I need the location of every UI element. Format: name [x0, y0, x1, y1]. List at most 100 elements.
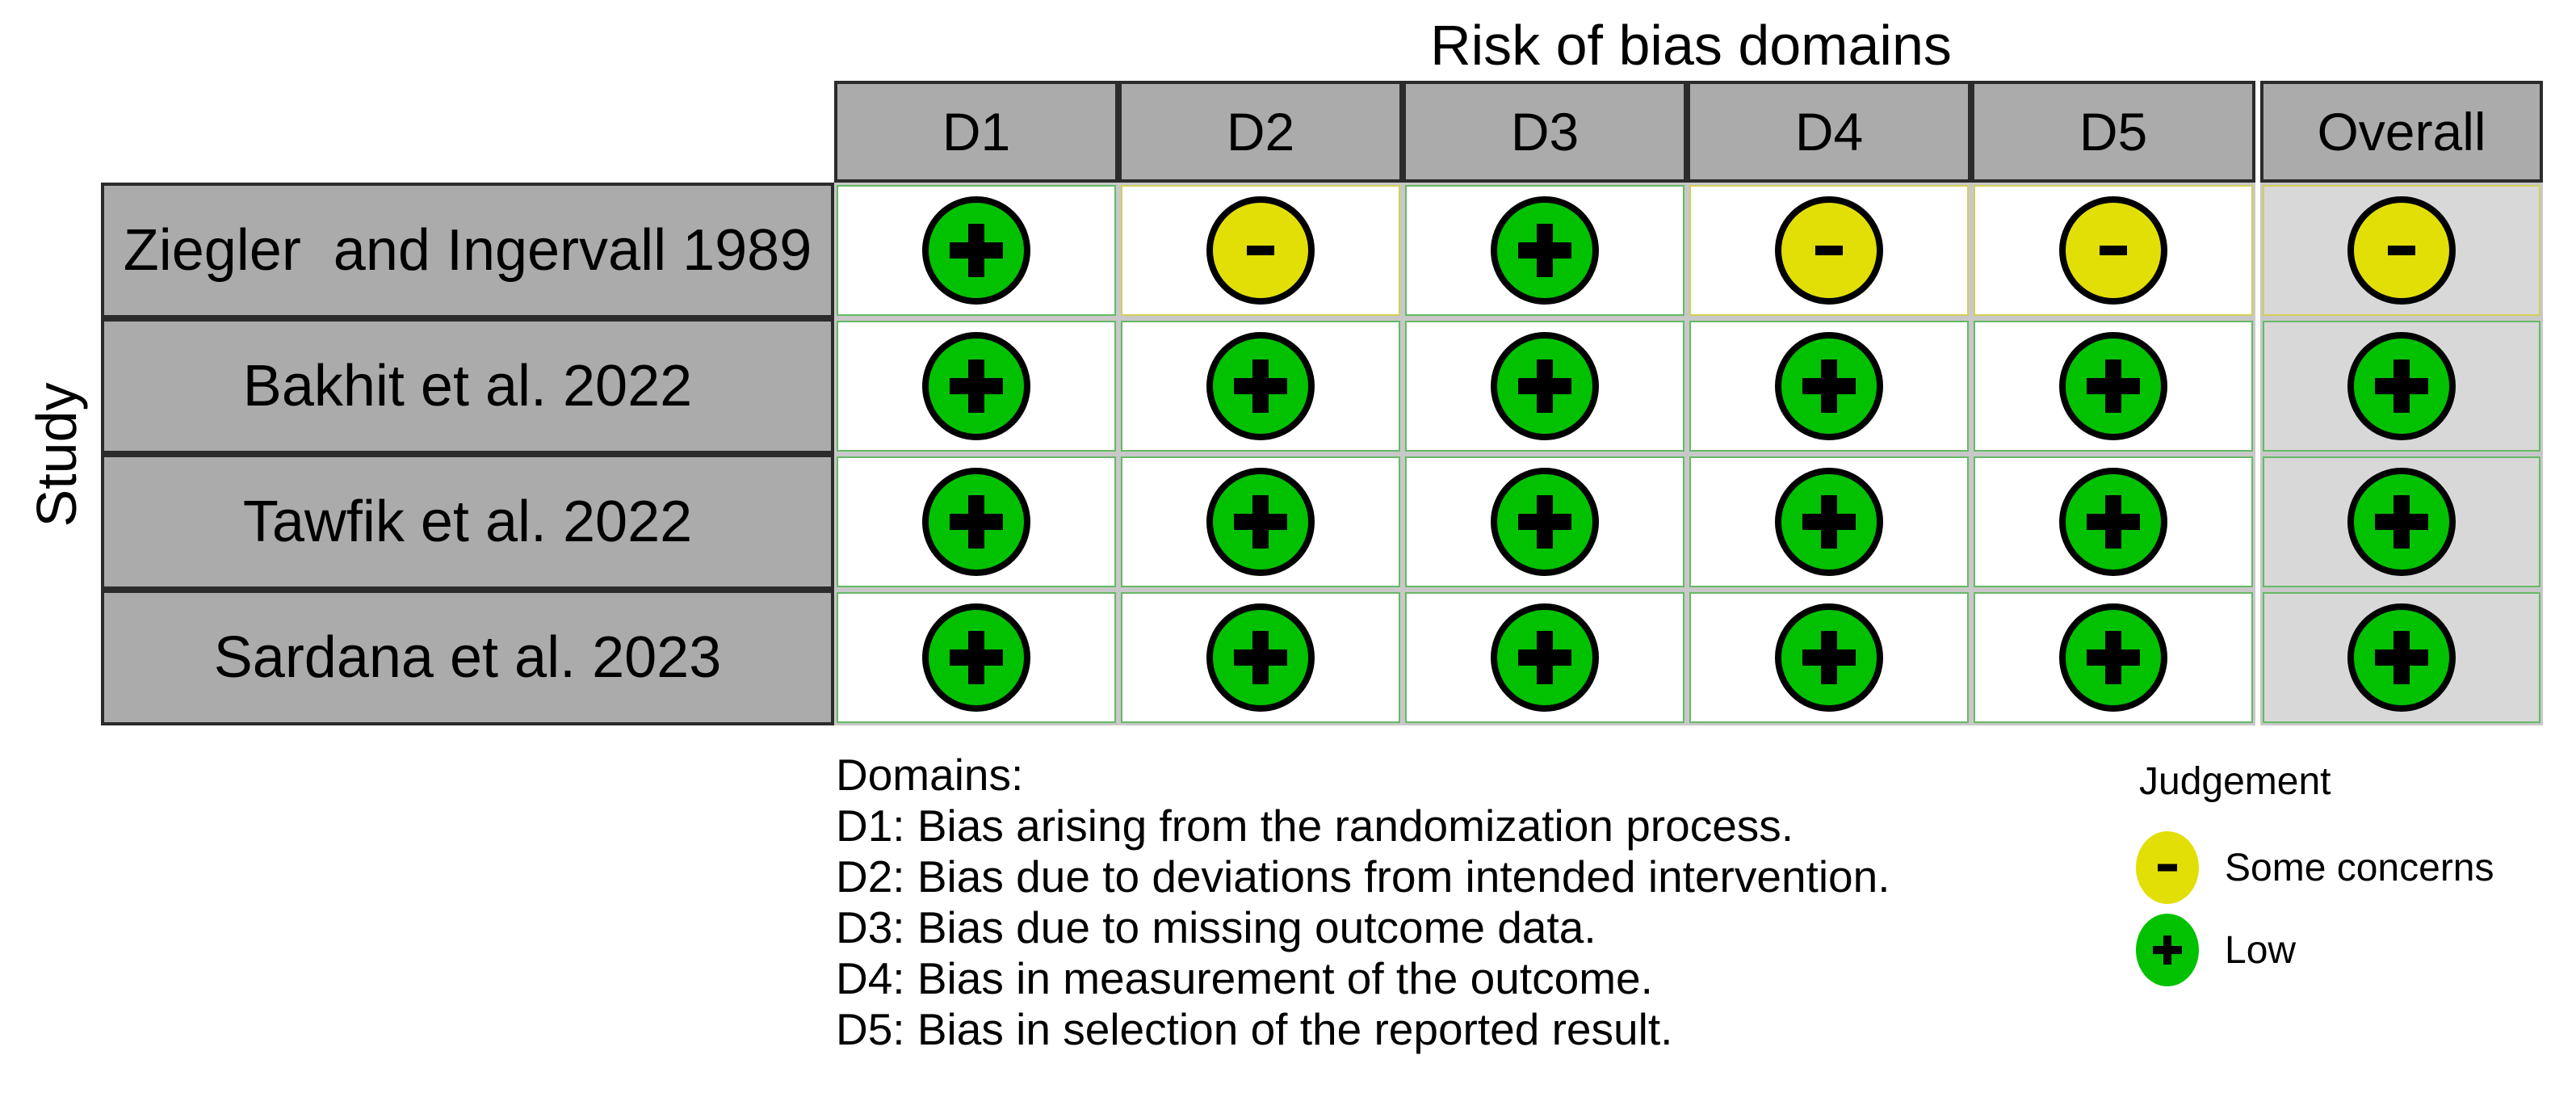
plus-symbol-icon	[2066, 610, 2161, 705]
rob-cell	[1403, 454, 1687, 590]
plus-symbol-icon	[1213, 610, 1308, 705]
legend-items: Some concerns Low	[2136, 826, 2494, 991]
plus-symbol-icon	[1497, 610, 1592, 705]
plus-symbol-icon	[2066, 338, 2161, 434]
column-header-overall: Overall	[2260, 81, 2543, 183]
plus-symbol-icon	[1213, 474, 1308, 570]
rob-cell	[1971, 590, 2255, 725]
study-axis-label: Study	[25, 382, 88, 528]
minus-symbol-icon	[1781, 203, 1877, 298]
judgement-low-icon	[2059, 332, 2167, 440]
plus-symbol-icon	[929, 474, 1024, 570]
judgement-low-icon	[922, 196, 1030, 305]
footnote-line: D1: Bias arising from the randomization …	[836, 801, 1794, 851]
judgement-low-icon	[922, 603, 1030, 712]
figure-title: Risk of bias domains	[1430, 14, 1952, 77]
judgement-low-icon	[1775, 332, 1883, 440]
rob-cell	[2260, 454, 2543, 590]
study-label: Ziegler and Ingervall 1989	[101, 183, 834, 318]
rob-cell	[834, 318, 1118, 454]
rob-cell	[1118, 318, 1403, 454]
plus-symbol-icon	[1497, 338, 1592, 434]
rob-cell	[1403, 318, 1687, 454]
plus-symbol-icon	[2354, 610, 2449, 705]
judgement-low-icon	[1491, 332, 1599, 440]
minus-symbol-icon	[2066, 203, 2161, 298]
judgement-low-icon	[2347, 603, 2456, 712]
judgement-low-icon	[1491, 196, 1599, 305]
judgement-some-concerns-icon	[1775, 196, 1883, 305]
footnote-line: D2: Bias due to deviations from intended…	[836, 851, 1890, 902]
plus-symbol-icon	[1497, 474, 1592, 570]
legend-item-low: Low	[2136, 909, 2494, 991]
plus-symbol-icon	[1213, 338, 1308, 434]
rob-table: D1 D2 D3 D4 D5 Overall Ziegler and Ingervall 1…	[101, 81, 2543, 725]
judgement-some-concerns-icon	[2347, 196, 2456, 305]
study-label: Tawfik et al. 2022	[101, 454, 834, 590]
judgement-low-icon	[922, 332, 1030, 440]
judgement-low-icon	[922, 468, 1030, 576]
judgement-some-concerns-icon	[1206, 196, 1315, 305]
rob-cell	[1118, 183, 1403, 318]
plus-symbol-icon	[1781, 474, 1877, 570]
footnotes: Domains: D1: Bias arising from the rando…	[836, 750, 1890, 1055]
legend-item-label: Some concerns	[2225, 846, 2494, 889]
judgement-low-icon	[2347, 468, 2456, 576]
rob-cell	[1687, 318, 1971, 454]
plus-symbol-icon	[1781, 338, 1877, 434]
column-header-d4: D4	[1687, 81, 1971, 183]
rob-cell	[1118, 590, 1403, 725]
rob-cell	[2260, 590, 2543, 725]
rob-cell	[834, 590, 1118, 725]
plus-symbol-icon	[1781, 610, 1877, 705]
plus-symbol-icon	[2136, 914, 2199, 986]
legend: Judgement Some concerns Low	[2136, 759, 2494, 991]
plus-symbol-icon	[2066, 474, 2161, 570]
legend-item-label: Low	[2225, 928, 2297, 972]
judgement-some-concerns-icon	[2136, 831, 2199, 904]
column-header-d5: D5	[1971, 81, 2255, 183]
legend-title: Judgement	[2139, 760, 2331, 803]
rob-cell	[1118, 454, 1403, 590]
footnote-line: D4: Bias in measurement of the outcome.	[836, 953, 1653, 1003]
plus-symbol-icon	[929, 610, 1024, 705]
rob-cell	[2260, 318, 2543, 454]
plus-symbol-icon	[929, 338, 1024, 434]
study-label: Sardana et al. 2023	[101, 590, 834, 725]
judgement-low-icon	[2347, 332, 2456, 440]
judgement-some-concerns-icon	[2059, 196, 2167, 305]
judgement-low-icon	[2059, 468, 2167, 576]
judgement-low-icon	[1491, 603, 1599, 712]
rob-cell	[1403, 590, 1687, 725]
judgement-low-icon	[1206, 603, 1315, 712]
rob-cell	[1971, 183, 2255, 318]
corner-cell	[101, 81, 834, 183]
rob-cell	[1687, 183, 1971, 318]
rob-cell	[1687, 590, 1971, 725]
judgement-low-icon	[1775, 603, 1883, 712]
rob-cell	[1403, 183, 1687, 318]
plus-symbol-icon	[2354, 338, 2449, 434]
minus-symbol-icon	[2354, 203, 2449, 298]
rob-cell	[1687, 454, 1971, 590]
judgement-low-icon	[1206, 332, 1315, 440]
footnote-line: D5: Bias in selection of the reported re…	[836, 1004, 1673, 1054]
rob-cell	[834, 183, 1118, 318]
judgement-low-icon	[2059, 603, 2167, 712]
legend-item-some-concerns: Some concerns	[2136, 826, 2494, 909]
minus-symbol-icon	[2136, 831, 2199, 904]
rob-cell	[2260, 183, 2543, 318]
plus-symbol-icon	[1497, 203, 1592, 298]
judgement-low-icon	[2136, 914, 2199, 986]
column-header-d1: D1	[834, 81, 1118, 183]
plus-symbol-icon	[2354, 474, 2449, 570]
judgement-low-icon	[1206, 468, 1315, 576]
rob-cell	[834, 454, 1118, 590]
study-label: Bakhit et al. 2022	[101, 318, 834, 454]
rob-cell	[1971, 318, 2255, 454]
footnote-heading: Domains:	[836, 750, 1024, 800]
footnote-line: D3: Bias due to missing outcome data.	[836, 902, 1596, 952]
minus-symbol-icon	[1213, 203, 1308, 298]
judgement-low-icon	[1775, 468, 1883, 576]
